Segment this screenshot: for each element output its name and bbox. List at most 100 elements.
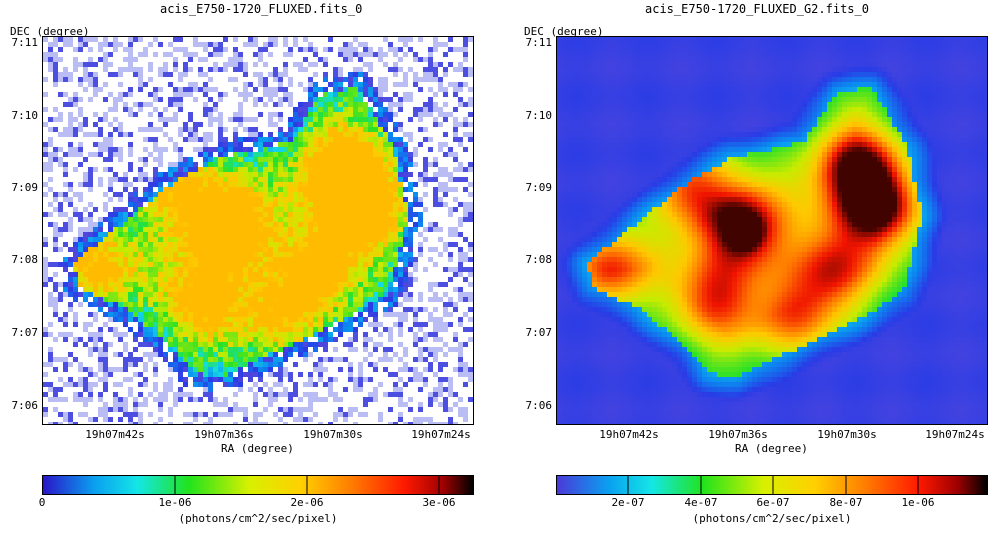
image-pixel (463, 72, 468, 77)
image-pixel (208, 307, 213, 312)
flux-image[interactable] (42, 36, 474, 425)
image-pixel (323, 192, 328, 197)
image-pixel (63, 292, 68, 297)
image-pixel (193, 87, 198, 92)
image-pixel (113, 167, 118, 172)
image-pixel (198, 182, 203, 187)
image-pixel (83, 287, 88, 292)
image-pixel (463, 317, 468, 322)
image-pixel (98, 262, 103, 267)
image-pixel (313, 162, 318, 167)
image-pixel (463, 287, 468, 292)
image-pixel (248, 52, 253, 57)
image-pixel (43, 207, 48, 212)
image-pixel (233, 52, 238, 57)
image-pixel (118, 152, 123, 157)
image-pixel (283, 37, 288, 42)
image-pixel (213, 322, 218, 327)
image-pixel (313, 47, 318, 52)
image-pixel (238, 37, 243, 42)
image-pixel (248, 152, 253, 157)
image-pixel (338, 282, 343, 287)
image-pixel (353, 132, 358, 137)
image-pixel (203, 242, 208, 247)
image-pixel (118, 252, 123, 257)
image-pixel (363, 37, 368, 42)
image-pixel (248, 237, 253, 242)
image-pixel (118, 67, 123, 72)
image-pixel (418, 172, 423, 177)
image-pixel (193, 82, 198, 87)
dec-tick: 7:10 (11, 109, 39, 122)
image-pixel (248, 277, 253, 282)
image-pixel (158, 72, 163, 77)
image-pixel (393, 242, 398, 247)
image-pixel (273, 247, 278, 252)
image-pixel (208, 142, 213, 147)
image-pixel (398, 152, 403, 157)
image-pixel (158, 97, 163, 102)
image-pixel (193, 272, 198, 277)
image-pixel (358, 267, 363, 272)
image-pixel (443, 92, 448, 97)
image-pixel (98, 97, 103, 102)
image-pixel (123, 322, 128, 327)
image-pixel (348, 112, 353, 117)
image-pixel (363, 237, 368, 242)
image-pixel (428, 152, 433, 157)
image-pixel (288, 122, 293, 127)
image-pixel (138, 107, 143, 112)
image-pixel (253, 142, 258, 147)
image-pixel (453, 127, 458, 132)
image-pixel (263, 162, 268, 167)
image-pixel (53, 182, 58, 187)
image-pixel (193, 182, 198, 187)
image-pixel (203, 207, 208, 212)
image-pixel (258, 157, 263, 162)
image-pixel (318, 92, 323, 97)
image-pixel (313, 227, 318, 232)
image-pixel (218, 257, 223, 262)
image-pixel (453, 272, 458, 277)
image-pixel (123, 117, 128, 122)
image-pixel (338, 147, 343, 152)
image-pixel (73, 127, 78, 132)
image-pixel (268, 287, 273, 292)
image-pixel (88, 302, 93, 307)
image-pixel (143, 197, 148, 202)
image-pixel (163, 147, 168, 152)
image-pixel (98, 302, 103, 307)
image-pixel (283, 167, 288, 172)
image-pixel (343, 157, 348, 162)
image-pixel (93, 177, 98, 182)
image-pixel (228, 252, 233, 257)
image-pixel (338, 317, 343, 322)
image-pixel (368, 97, 373, 102)
image-pixel (303, 52, 308, 57)
image-pixel (53, 282, 58, 287)
image-pixel (288, 247, 293, 252)
image-pixel (158, 92, 163, 97)
image-pixel (353, 202, 358, 207)
image-pixel (123, 97, 128, 102)
image-pixel (288, 67, 293, 72)
image-pixel (313, 212, 318, 217)
image-pixel (158, 87, 163, 92)
image-pixel (323, 112, 328, 117)
image-pixel (258, 242, 263, 247)
image-pixel (368, 112, 373, 117)
image-pixel (338, 237, 343, 242)
image-pixel (83, 267, 88, 272)
image-pixel (263, 97, 268, 102)
image-pixel (133, 262, 138, 267)
image-pixel (383, 82, 388, 87)
image-pixel (113, 242, 118, 247)
image-pixel (203, 162, 208, 167)
image-pixel (448, 227, 453, 232)
image-pixel (338, 137, 343, 142)
image-pixel (168, 247, 173, 252)
image-pixel (218, 147, 223, 152)
image-pixel (298, 302, 303, 307)
image-pixel (263, 167, 268, 172)
image-pixel (303, 247, 308, 252)
